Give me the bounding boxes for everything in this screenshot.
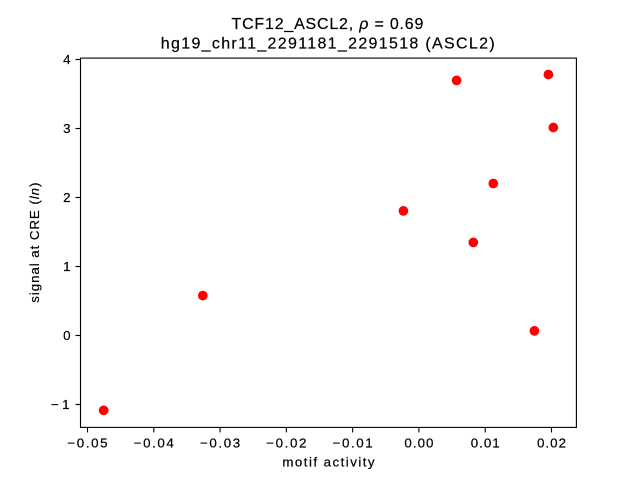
svg-text:−1: −1 xyxy=(51,397,70,412)
svg-text:2: 2 xyxy=(63,190,70,205)
svg-text:−0.03: −0.03 xyxy=(200,436,242,451)
svg-text:0.00: 0.00 xyxy=(404,436,434,451)
svg-text:0: 0 xyxy=(63,328,70,343)
svg-text:motif activity: motif activity xyxy=(282,455,376,470)
svg-text:signal at CRE (ln): signal at CRE (ln) xyxy=(27,182,42,303)
svg-text:−0.02: −0.02 xyxy=(266,436,308,451)
svg-text:0.01: 0.01 xyxy=(471,436,501,451)
svg-text:−0.01: −0.01 xyxy=(333,436,375,451)
svg-text:−0.04: −0.04 xyxy=(134,436,176,451)
svg-text:4: 4 xyxy=(63,52,71,67)
svg-text:1: 1 xyxy=(63,259,70,274)
svg-text:TCF12_ASCL2, ρ = 0.69: TCF12_ASCL2, ρ = 0.69 xyxy=(232,16,425,33)
svg-text:3: 3 xyxy=(63,121,70,136)
svg-text:hg19_chr11_2291181_2291518 (AS: hg19_chr11_2291181_2291518 (ASCL2) xyxy=(161,36,496,53)
svg-text:−0.05: −0.05 xyxy=(67,436,109,451)
svg-text:0.02: 0.02 xyxy=(537,436,567,451)
